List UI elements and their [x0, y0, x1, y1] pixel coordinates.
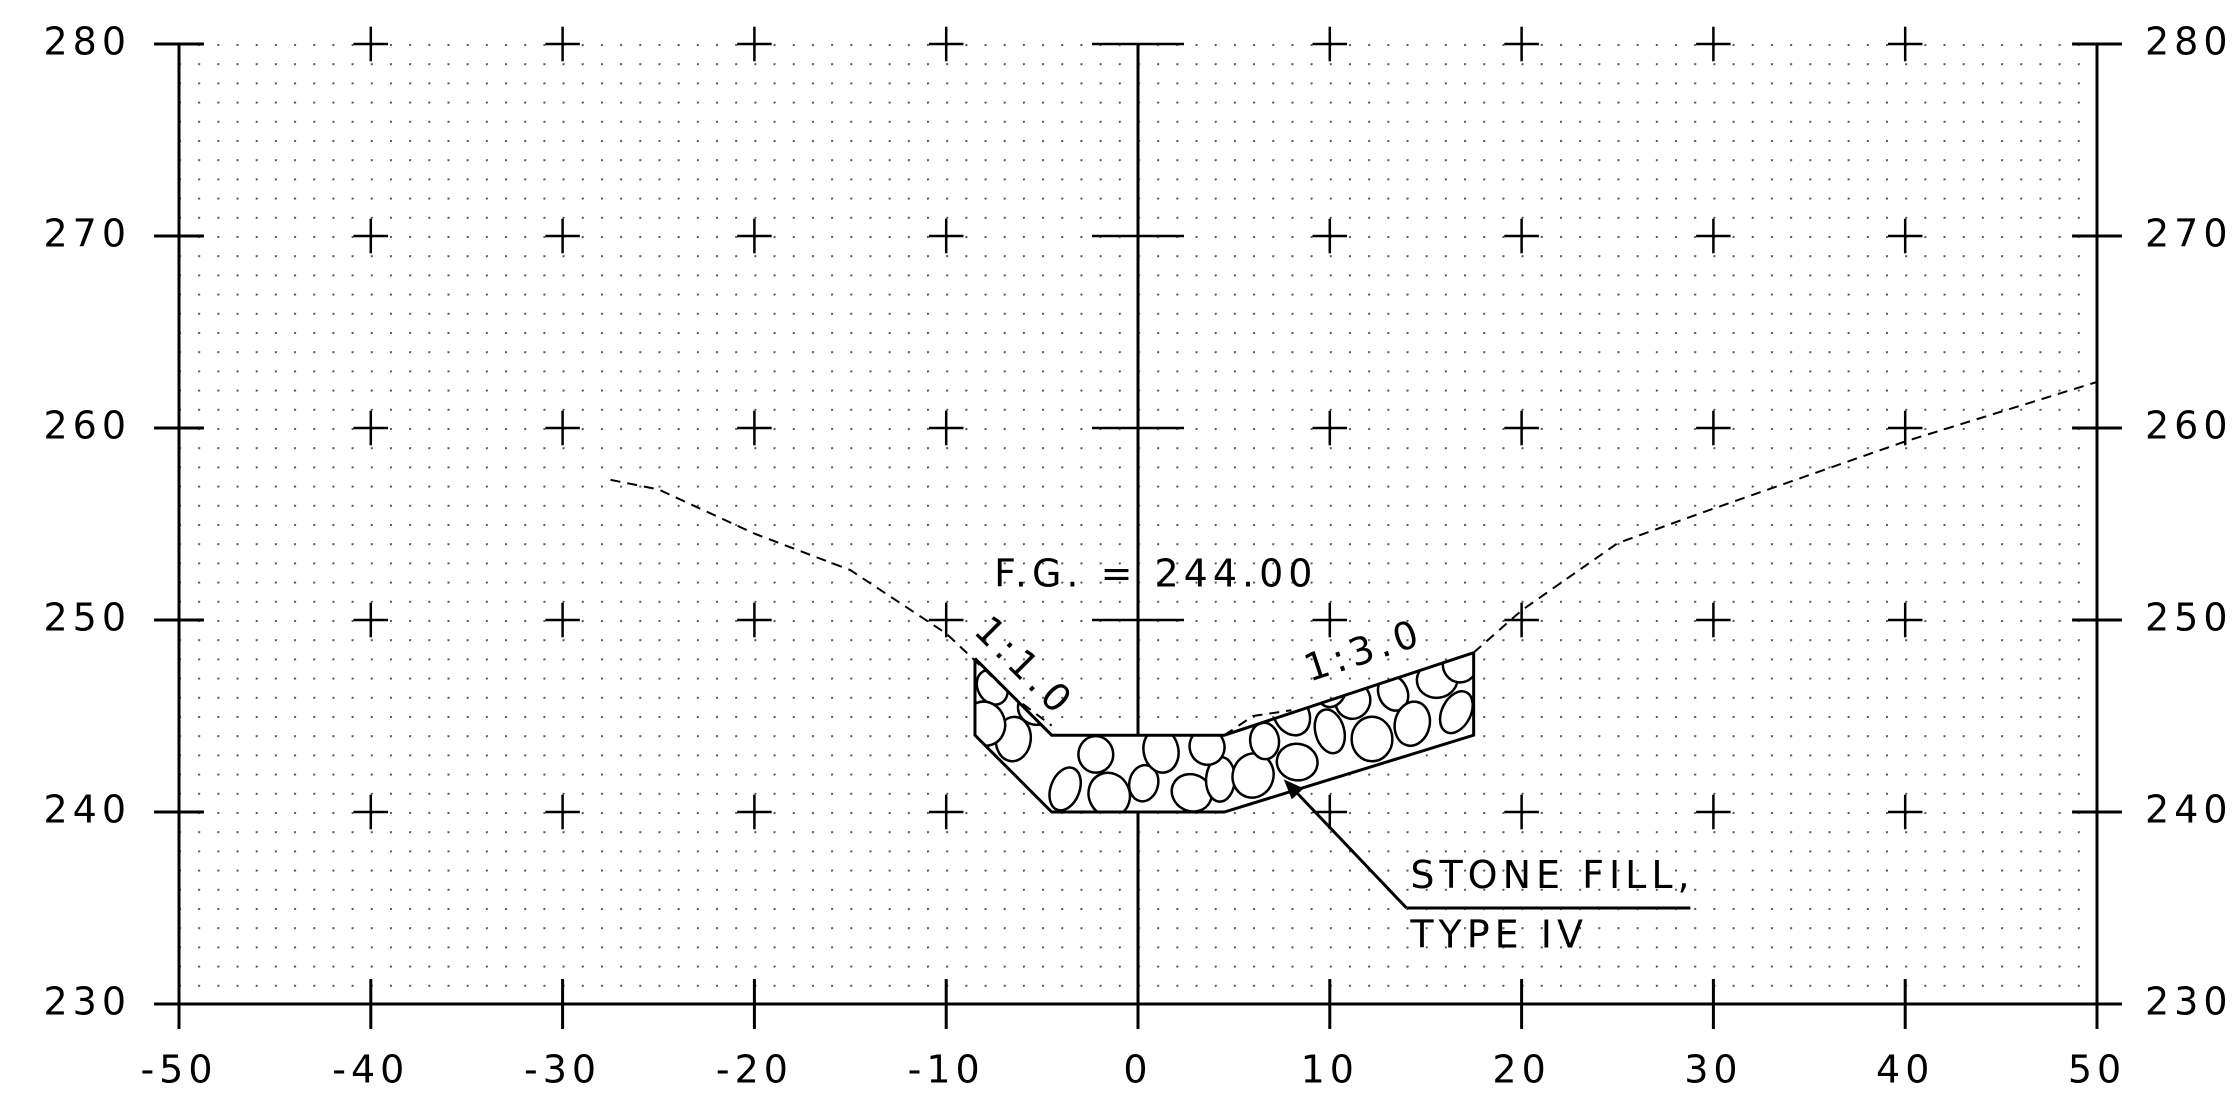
x-tick-label: -40: [332, 1048, 409, 1092]
x-tick-label: -10: [908, 1048, 985, 1092]
y-tick-label: 250: [43, 596, 131, 640]
y-tick-label: 280: [43, 20, 131, 64]
annotation: STONE FILL,: [1410, 853, 1694, 897]
x-tick-label: 50: [2068, 1048, 2126, 1092]
y-tick-label: 240: [2145, 788, 2233, 832]
stone: [1087, 771, 1132, 812]
x-tick-label: 20: [1492, 1048, 1550, 1092]
x-tick-label: -30: [524, 1048, 601, 1092]
x-tick-label: 30: [1684, 1048, 1742, 1092]
stone: [1077, 734, 1115, 774]
section-line: [973, 652, 1476, 814]
stone: [1275, 742, 1319, 782]
y-tick-label: 230: [43, 980, 131, 1024]
section-line: [973, 651, 1475, 737]
stone: [1313, 708, 1347, 755]
y-tick-label: 260: [2145, 404, 2233, 448]
y-tick-label: 270: [43, 212, 131, 256]
leader-arrow: [1283, 779, 1304, 800]
leader-line: [1288, 784, 1408, 910]
stone: [1170, 772, 1213, 812]
y-tick-label: 250: [2145, 596, 2233, 640]
y-tick-label: 270: [2145, 212, 2233, 256]
y-tick-label: 280: [2145, 20, 2233, 64]
annotation: F.G. = 244.00: [994, 551, 1317, 595]
y-tick-label: 230: [2145, 980, 2233, 1024]
stone: [1048, 766, 1082, 812]
x-tick-label: -20: [716, 1048, 793, 1092]
annotation: TYPE IV: [1409, 912, 1588, 956]
stone: [1438, 690, 1474, 735]
x-tick-label: -50: [140, 1048, 217, 1092]
x-tick-label: 0: [1123, 1048, 1152, 1092]
y-tick-label: 240: [43, 788, 131, 832]
x-tick-label: 10: [1301, 1048, 1359, 1092]
stone: [1393, 700, 1432, 747]
x-tick-label: 40: [1876, 1048, 1934, 1092]
stone: [974, 700, 1007, 747]
y-tick-label: 260: [43, 404, 131, 448]
stone: [1350, 715, 1394, 763]
